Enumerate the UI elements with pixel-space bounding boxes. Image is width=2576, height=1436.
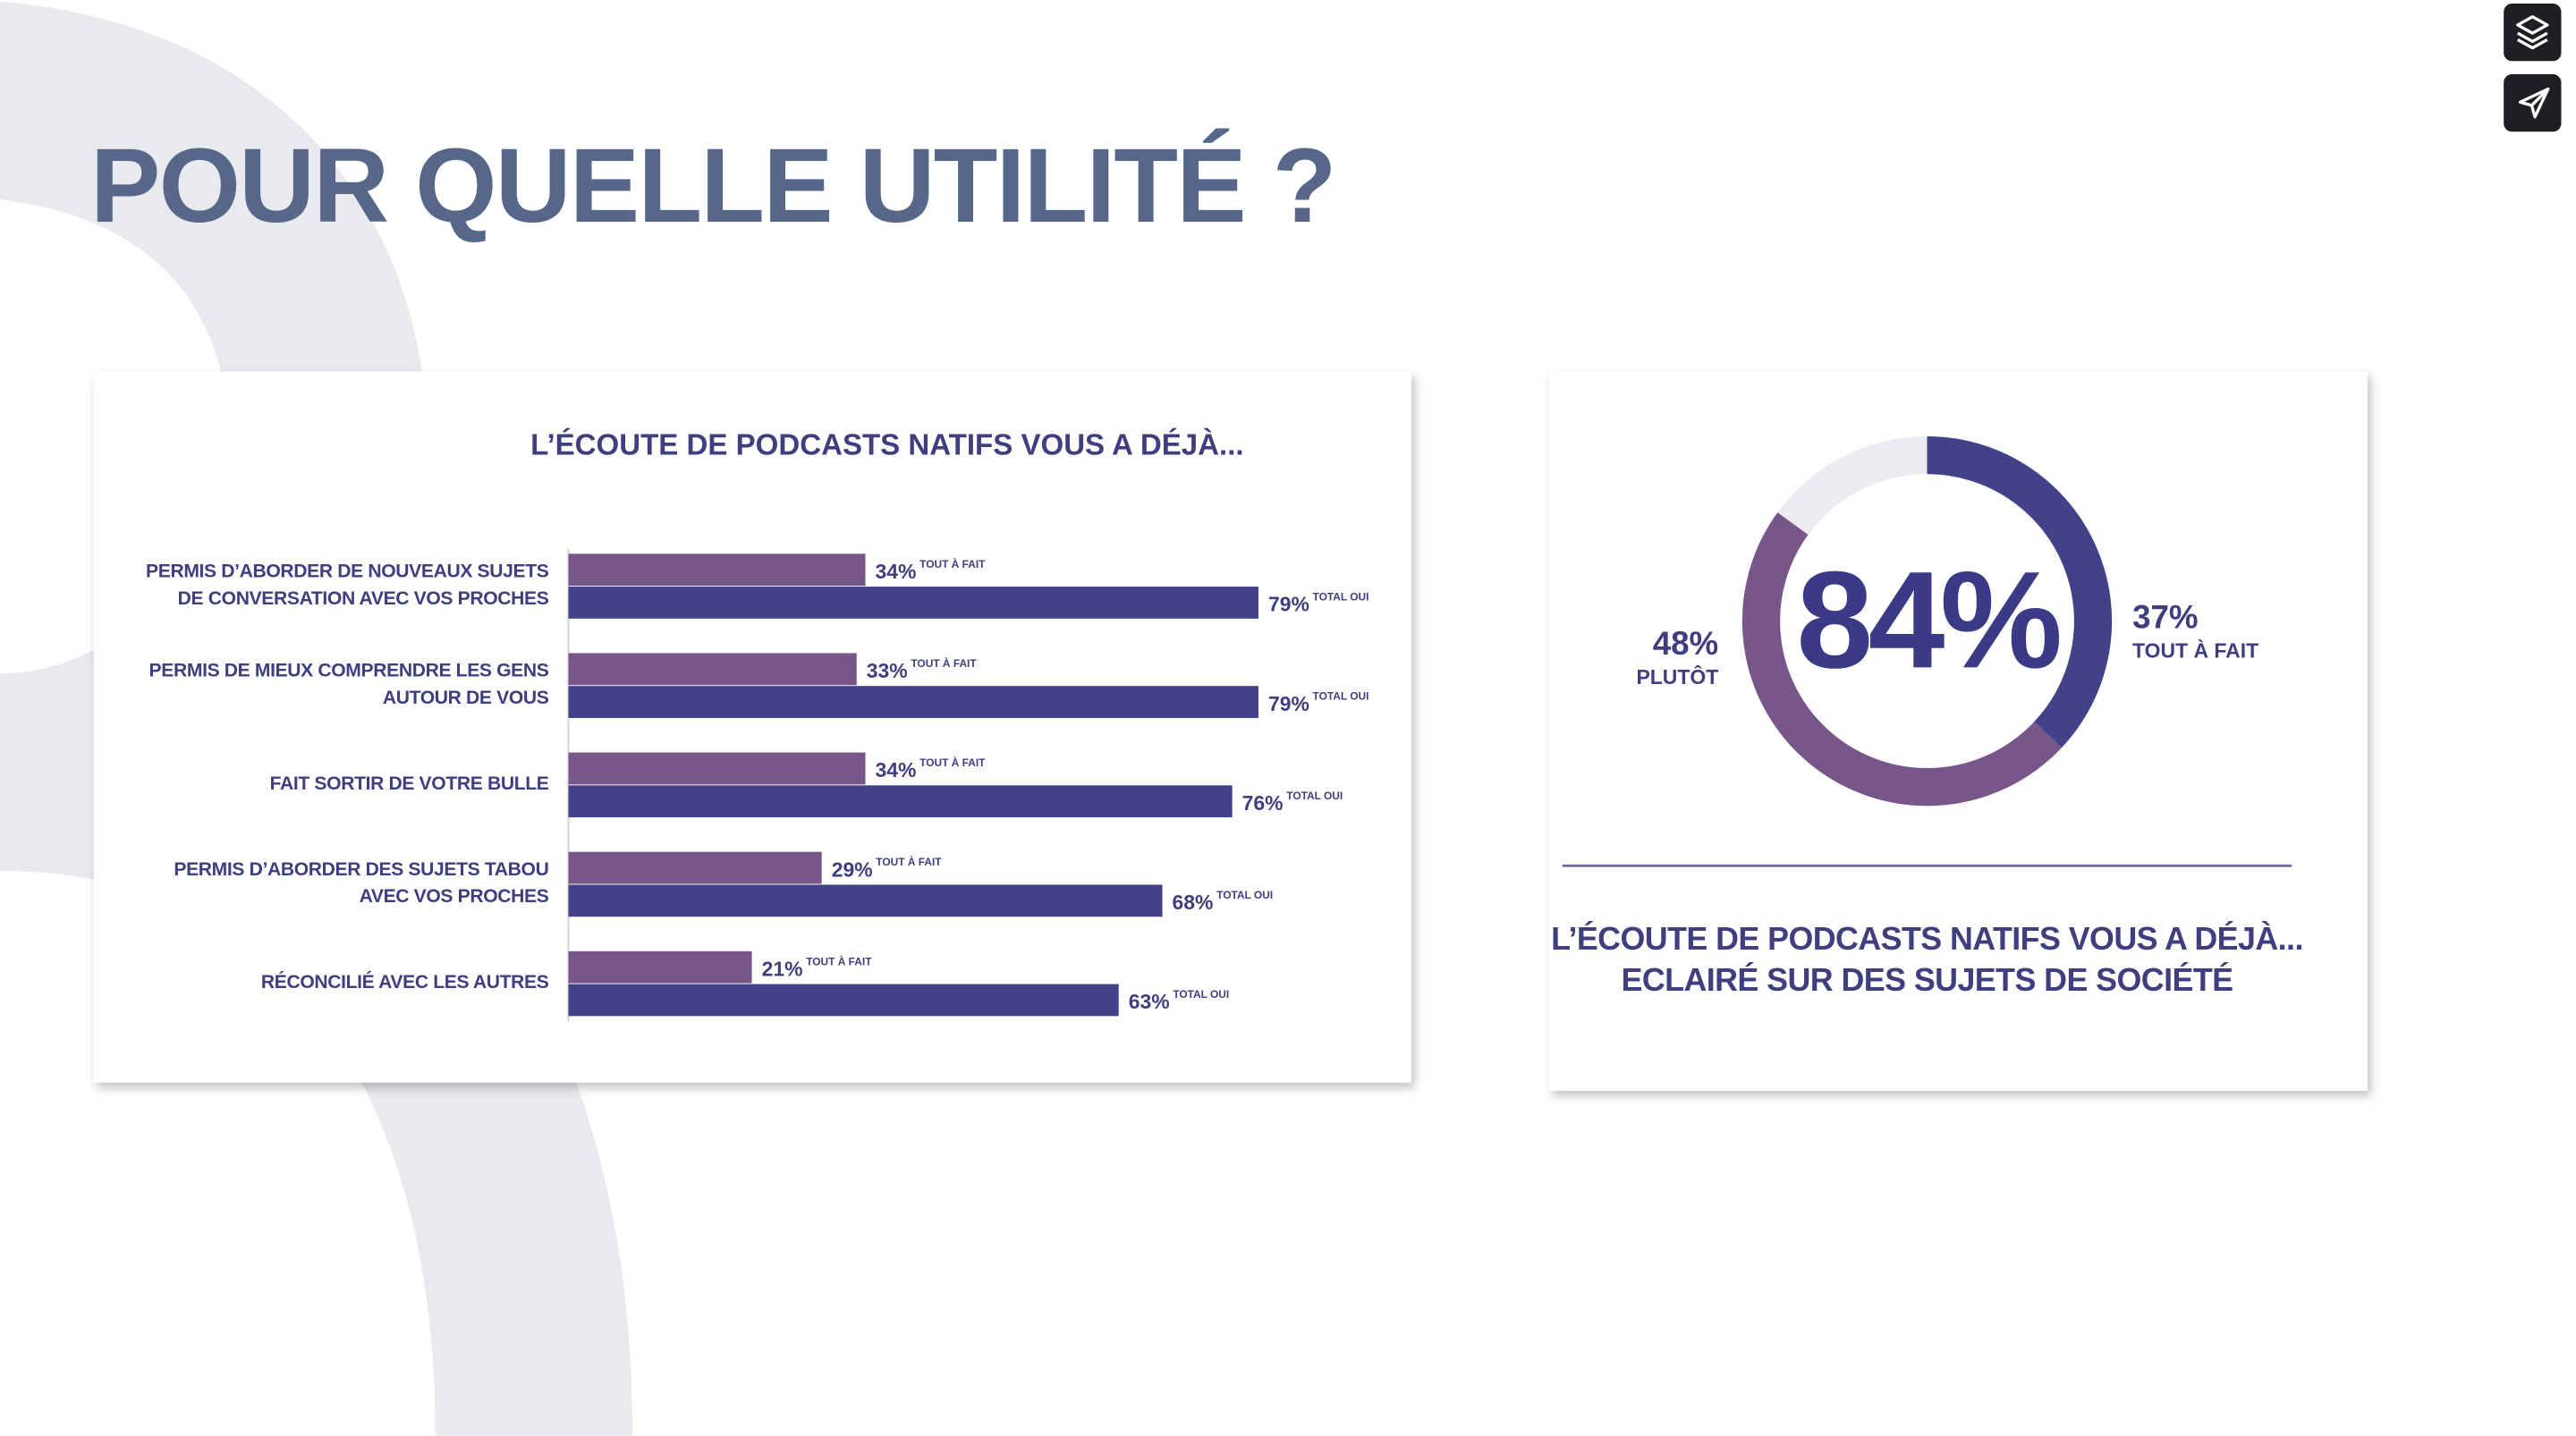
bar [568,785,1233,818]
category-label: FAIT SORTIR DE VOTRE BULLE [270,773,549,794]
series-label: TOTAL OUI [1313,690,1369,703]
series-label: TOUT À FAIT [919,756,986,769]
bar [568,752,866,785]
segment-label: TOUT À FAIT [2132,639,2258,663]
bar [568,884,1163,917]
value-label: 48% [1653,625,1719,662]
value-label: 76% [1242,791,1284,815]
bar [568,587,1258,619]
slide-title: POUR QUELLE UTILITÉ ? [90,127,1335,244]
category-label: RÉCONCILIÉ AVEC LES AUTRES [261,972,549,993]
donut-segment [1927,436,2113,748]
value-label: 33% [867,659,908,682]
value-label: 29% [832,857,873,881]
category-label: DE CONVERSATION AVEC VOS PROCHES [178,588,549,609]
donut-card [1549,371,2368,1091]
value-label: 68% [1173,891,1214,914]
bar [568,686,1258,718]
value-label: 21% [762,957,803,980]
value-label: 79% [1268,692,1309,715]
bar [568,653,857,686]
value-label: 37% [2132,598,2199,635]
bar-card [93,371,1411,1083]
chart-title: L’ÉCOUTE DE PODCASTS NATIFS VOUS A DÉJÀ.… [1551,921,2303,957]
bar [568,553,866,587]
category-label: AVEC VOS PROCHES [360,886,549,907]
series-label: TOUT À FAIT [911,656,977,670]
category-label: AUTOUR DE VOUS [383,688,549,708]
series-label: TOTAL OUI [1313,591,1369,604]
category-label: PERMIS D’ABORDER DES SUJETS TABOU [174,859,548,880]
layers-icon [2516,15,2549,50]
send-icon [2518,87,2550,119]
value-label: 63% [1129,990,1170,1013]
value-label: 79% [1268,593,1309,616]
series-label: TOTAL OUI [1173,988,1229,1001]
center-label: 84% [1796,542,2060,697]
value-label: 34% [876,758,917,781]
category-label: PERMIS DE MIEUX COMPRENDRE LES GENS [149,661,549,681]
bar [568,851,822,884]
value-label: 34% [876,560,917,583]
chart-title: L’ÉCOUTE DE PODCASTS NATIFS VOUS A DÉJÀ.… [530,428,1244,462]
category-label: PERMIS D’ABORDER DE NOUVEAUX SUJETS [146,562,549,582]
series-label: TOTAL OUI [1286,790,1343,802]
series-label: TOUT À FAIT [876,855,942,868]
series-label: TOUT À FAIT [919,557,986,570]
donut-segment [1741,512,2063,807]
chart-title: ECLAIRÉ SUR DES SUJETS DE SOCIÉTÉ [1622,962,2233,998]
series-label: TOUT À FAIT [806,954,872,967]
toolbar [2504,4,2562,132]
series-label: TOTAL OUI [1216,889,1273,901]
segment-label: PLUTÔT [1636,665,1718,688]
bar [568,984,1119,1017]
bar [568,950,752,984]
